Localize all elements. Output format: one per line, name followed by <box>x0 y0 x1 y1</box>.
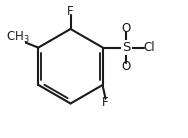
Text: O: O <box>122 60 131 73</box>
Text: F: F <box>102 96 109 109</box>
Text: S: S <box>122 41 130 54</box>
Text: CH$_3$: CH$_3$ <box>6 30 29 46</box>
Text: O: O <box>122 22 131 35</box>
Text: Cl: Cl <box>143 41 155 54</box>
Text: F: F <box>67 5 74 18</box>
